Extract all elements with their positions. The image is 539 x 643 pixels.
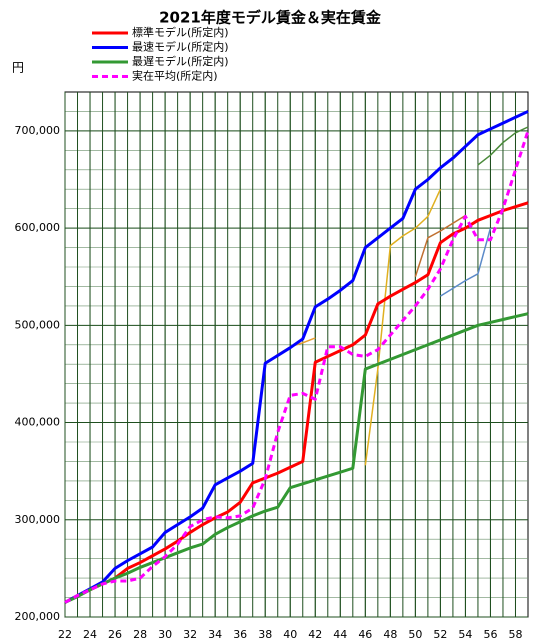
x-tick-label: 56 <box>483 628 497 641</box>
x-tick-label: 48 <box>383 628 397 641</box>
x-tick-label: 38 <box>258 628 272 641</box>
plot-area <box>64 91 529 618</box>
legend-label: 標準モデル(所定内) <box>132 25 229 39</box>
y-tick-label: 600,000 <box>15 221 61 234</box>
legend-label: 最遅モデル(所定内) <box>132 54 229 68</box>
x-tick-label: 52 <box>433 628 447 641</box>
x-tick-label: 46 <box>358 628 372 641</box>
x-tick-label: 24 <box>83 628 97 641</box>
x-tick-label: 22 <box>58 628 72 641</box>
x-tick-label: 26 <box>108 628 122 641</box>
y-tick-label: 300,000 <box>15 513 61 526</box>
series-line <box>64 201 529 604</box>
x-tick-label: 50 <box>408 628 422 641</box>
series-line <box>364 188 442 466</box>
chart-title: 2021年度モデル賃金＆実在賃金 <box>159 9 382 27</box>
x-tick-label: 58 <box>508 628 522 641</box>
series-line <box>64 312 529 604</box>
y-tick-label: 500,000 <box>15 318 61 331</box>
x-tick-label: 40 <box>283 628 297 641</box>
y-tick-label: 200,000 <box>15 610 61 623</box>
y-unit: 円 <box>12 61 24 75</box>
y-tick-label: 700,000 <box>15 124 61 137</box>
series-line <box>440 227 492 297</box>
series-line <box>64 110 529 604</box>
x-tick-label: 42 <box>308 628 322 641</box>
y-tick-label: 400,000 <box>15 416 61 429</box>
series-line <box>64 130 530 604</box>
series-line <box>414 214 466 277</box>
x-tick-label: 54 <box>458 628 472 641</box>
legend-label: 実在平均(所定内) <box>132 69 218 83</box>
legend-label: 最速モデル(所定内) <box>132 40 229 54</box>
x-tick-label: 36 <box>233 628 247 641</box>
x-tick-label: 34 <box>208 628 222 641</box>
series-line <box>477 126 529 166</box>
x-tick-label: 28 <box>133 628 147 641</box>
x-tick-label: 44 <box>333 628 347 641</box>
x-tick-label: 30 <box>158 628 172 641</box>
x-tick-label: 32 <box>183 628 197 641</box>
